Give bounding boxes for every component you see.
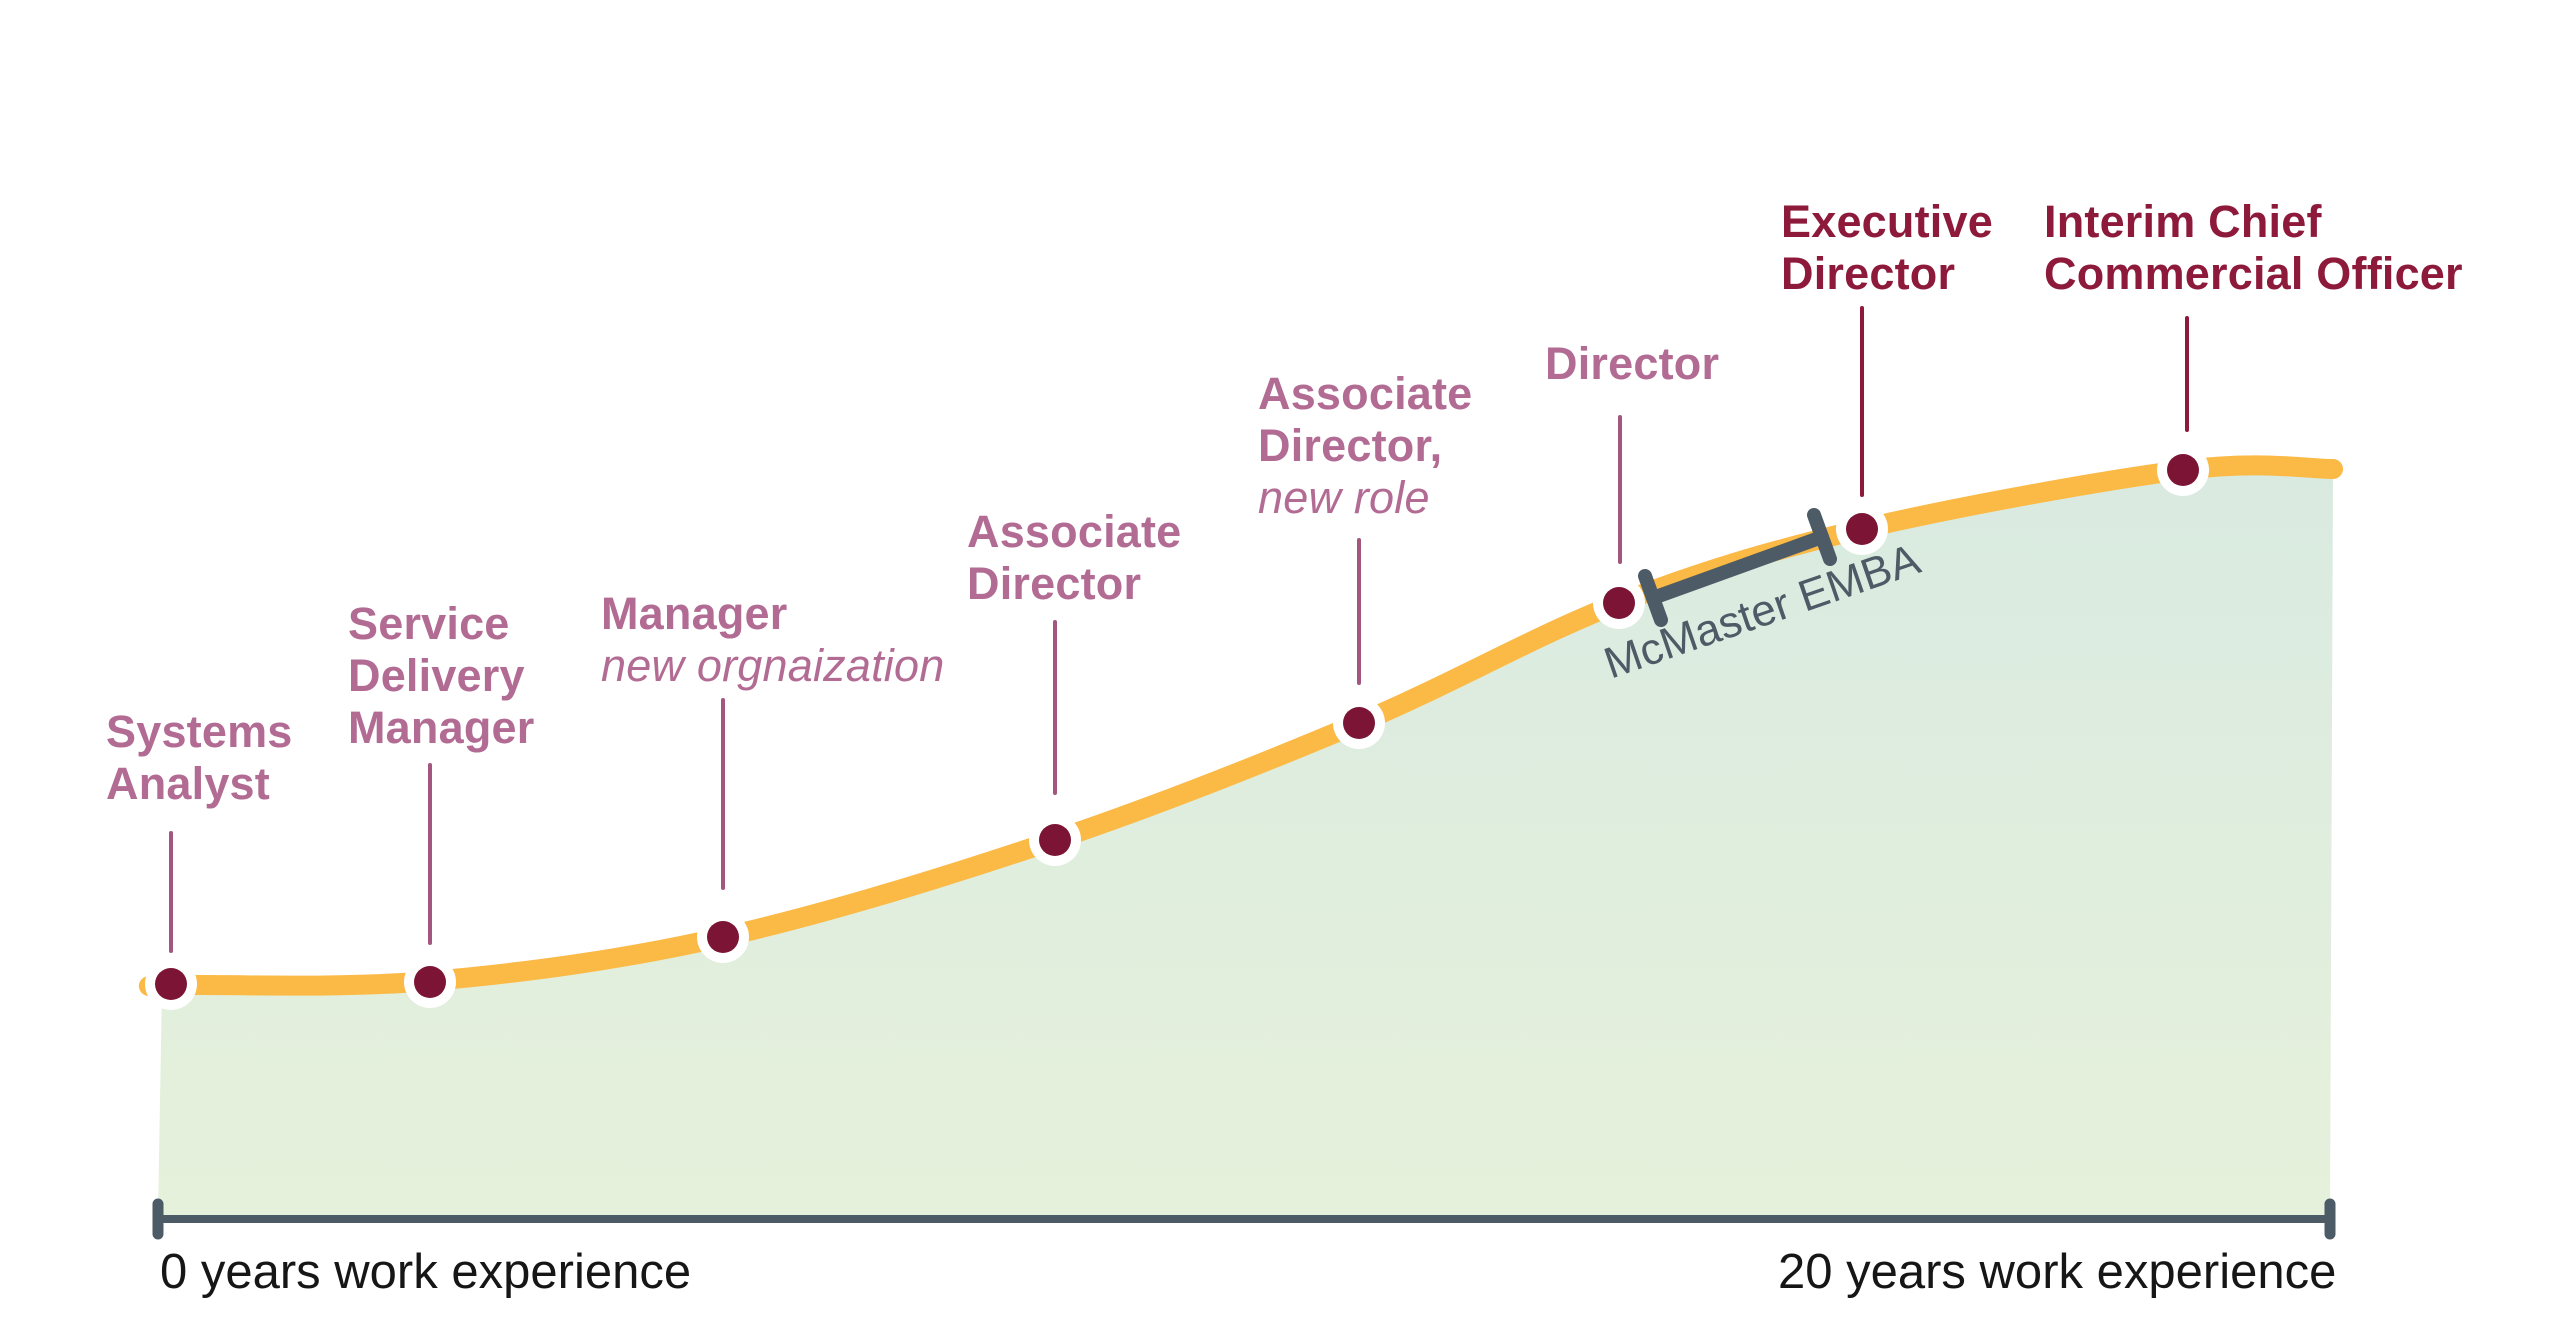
milestone-dot bbox=[2167, 454, 2199, 486]
emba-duration-bar bbox=[1646, 530, 1829, 605]
milestone-dot bbox=[1846, 513, 1878, 545]
milestone-dot bbox=[414, 966, 446, 998]
milestone-dot bbox=[707, 921, 739, 953]
curve-area-fill bbox=[148, 465, 2334, 1215]
milestone-dot bbox=[1603, 587, 1635, 619]
emba-duration-bar-cap bbox=[1638, 569, 1668, 627]
milestone-dot bbox=[1039, 824, 1071, 856]
milestone-dot bbox=[155, 968, 187, 1000]
milestone-dot bbox=[1343, 707, 1375, 739]
emba-duration-bar-cap bbox=[1807, 508, 1837, 566]
career-curve bbox=[138, 455, 2343, 997]
